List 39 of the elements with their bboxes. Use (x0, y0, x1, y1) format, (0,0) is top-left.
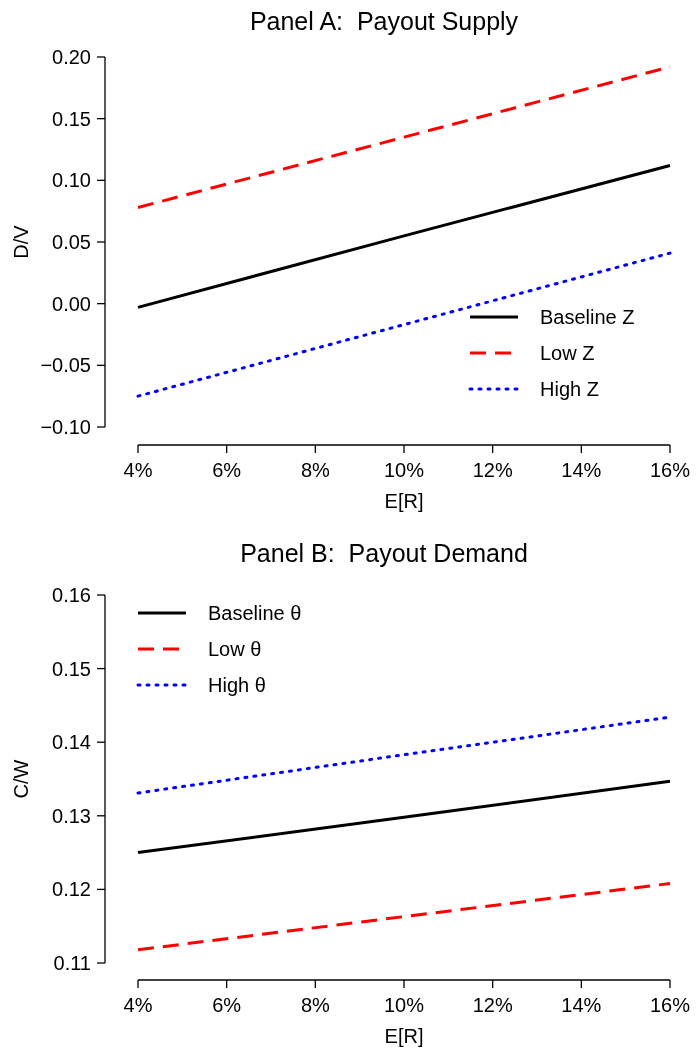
legend-label: Low θ (208, 638, 262, 660)
x-tick-label: 10% (383, 459, 425, 481)
legend-label: High Z (540, 378, 599, 400)
x-tick-label: 4% (123, 994, 153, 1016)
x-tick-label: 16% (649, 459, 691, 481)
legend-label: High θ (208, 674, 266, 696)
x-tick-label: 16% (649, 994, 691, 1016)
y-tick-label: 0.11 (53, 952, 91, 974)
legend-label: Baseline Z (540, 306, 635, 328)
x-tick-label: 8% (300, 994, 330, 1016)
chart-title: Panel A: Payout Supply (249, 7, 519, 35)
y-tick-label: 0.15 (52, 657, 91, 680)
y-tick-label: 0.20 (52, 46, 91, 68)
x-tick-label: 14% (561, 459, 602, 481)
y-tick-label: 0.15 (52, 107, 91, 130)
y-tick-label: 0.00 (52, 292, 91, 315)
y-tick-label: 0.16 (52, 584, 91, 606)
chart-title: Panel B: Payout Demand (240, 539, 528, 567)
x-axis-title: E[R] (384, 1025, 424, 1047)
y-tick-label: 0.05 (52, 231, 91, 253)
y-tick-label: −0.05 (40, 354, 91, 377)
x-axis-title: E[R] (384, 490, 424, 512)
y-axis-title: D/V (10, 224, 32, 259)
y-tick-label: 0.13 (52, 804, 91, 827)
x-tick-label: 12% (472, 994, 513, 1016)
legend-label: Low Z (540, 342, 595, 364)
x-tick-label: 4% (123, 459, 153, 481)
y-tick-label: 0.10 (52, 169, 91, 192)
x-tick-label: 6% (212, 459, 242, 481)
x-tick-label: 14% (561, 994, 602, 1016)
y-axis-title: C/W (10, 759, 32, 799)
x-tick-label: 10% (383, 994, 425, 1016)
legend-label: Baseline θ (208, 602, 302, 624)
y-tick-label: 0.12 (52, 878, 91, 901)
y-tick-label: 0.14 (52, 731, 91, 754)
x-tick-label: 8% (300, 459, 330, 481)
y-tick-label: −0.10 (40, 416, 91, 438)
x-tick-label: 12% (472, 459, 513, 481)
x-tick-label: 6% (212, 994, 242, 1016)
